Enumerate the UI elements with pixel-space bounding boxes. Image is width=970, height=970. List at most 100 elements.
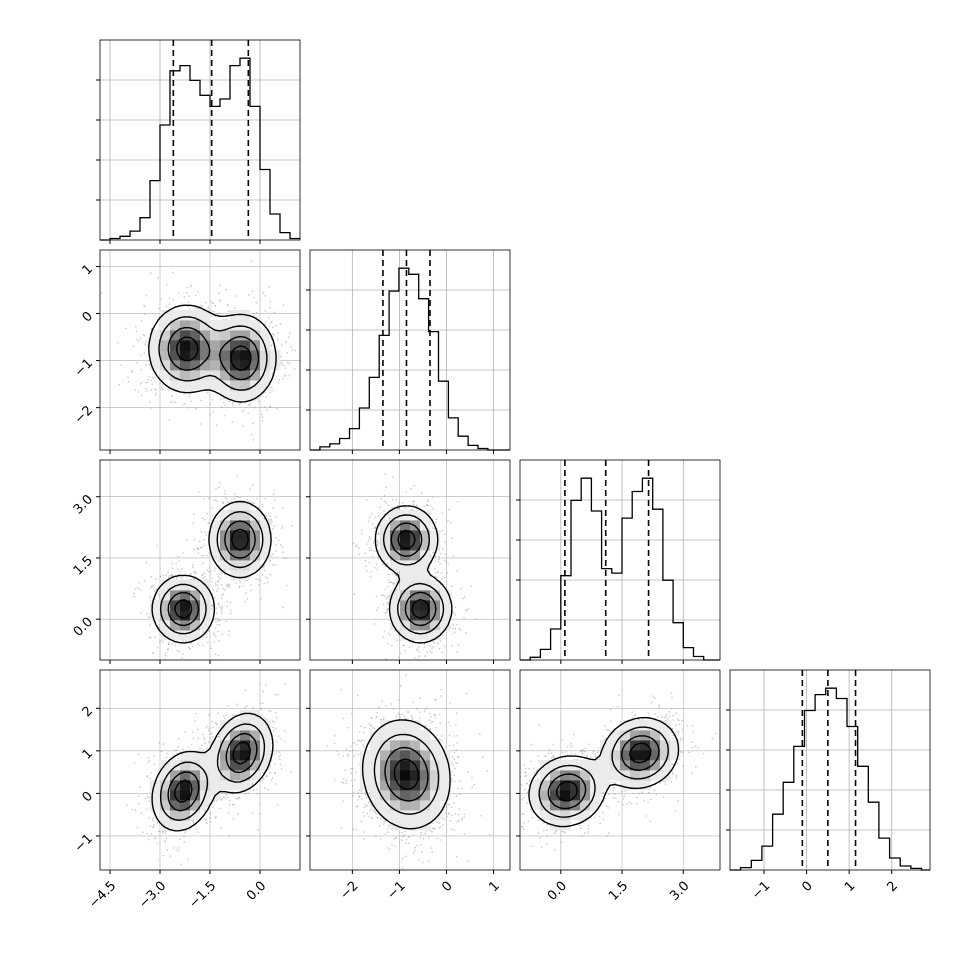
density-cell bbox=[250, 750, 261, 761]
scatter-point bbox=[213, 633, 215, 636]
contour-level-0 bbox=[151, 712, 274, 832]
scatter-point bbox=[219, 284, 221, 287]
scatter-point bbox=[144, 305, 146, 308]
scatter-point bbox=[256, 788, 258, 791]
scatter-point bbox=[208, 741, 210, 743]
scatter-point bbox=[253, 296, 256, 299]
scatter-point bbox=[263, 406, 266, 408]
scatter-point bbox=[269, 300, 272, 303]
density-cell bbox=[170, 610, 181, 621]
scatter-point bbox=[183, 404, 185, 406]
scatter-point bbox=[150, 379, 153, 382]
scatter-point bbox=[143, 313, 146, 316]
density-cell bbox=[200, 620, 211, 631]
scatter-point bbox=[290, 525, 293, 527]
scatter-point bbox=[220, 583, 223, 586]
scatter-point bbox=[271, 760, 273, 762]
scatter-point bbox=[137, 795, 140, 797]
scatter-point bbox=[141, 381, 143, 384]
scatter-point bbox=[232, 404, 234, 407]
density-cell bbox=[220, 390, 231, 401]
density-cell bbox=[240, 520, 251, 531]
scatter-point bbox=[211, 732, 213, 735]
scatter-point bbox=[238, 585, 241, 588]
scatter-point bbox=[286, 352, 289, 354]
scatter-point bbox=[267, 788, 269, 791]
scatter-point bbox=[137, 340, 140, 342]
scatter-point bbox=[228, 634, 230, 636]
scatter-point bbox=[139, 786, 141, 788]
scatter-point bbox=[242, 585, 244, 587]
scatter-point bbox=[252, 570, 255, 573]
scatter-point bbox=[176, 576, 178, 579]
scatter-point bbox=[395, 498, 398, 501]
density-cell bbox=[170, 340, 181, 351]
scatter-point bbox=[186, 538, 188, 541]
scatter-point bbox=[210, 570, 212, 572]
density-cell bbox=[180, 800, 191, 811]
scatter-point bbox=[207, 522, 209, 524]
scatter-point bbox=[166, 849, 169, 851]
scatter-point bbox=[278, 379, 281, 381]
contour-level-1 bbox=[159, 723, 266, 821]
density-cell bbox=[160, 310, 171, 321]
scatter-point bbox=[156, 647, 159, 649]
scatter-point bbox=[255, 498, 258, 500]
density-cell bbox=[220, 520, 231, 531]
scatter-point bbox=[239, 496, 241, 499]
scatter-point bbox=[150, 272, 152, 274]
scatter-point bbox=[206, 569, 209, 571]
density-cell bbox=[190, 340, 201, 351]
scatter-point bbox=[379, 506, 382, 509]
scatter-point bbox=[243, 409, 245, 411]
scatter-point bbox=[168, 575, 171, 577]
scatter-point bbox=[198, 644, 200, 647]
scatter-point bbox=[209, 733, 212, 736]
density-cell bbox=[230, 740, 241, 751]
scatter-point bbox=[166, 649, 169, 651]
scatter-point bbox=[192, 578, 195, 580]
scatter-point bbox=[277, 693, 279, 696]
scatter-point bbox=[199, 540, 201, 542]
scatter-point bbox=[266, 581, 269, 584]
density-cell bbox=[230, 320, 241, 331]
scatter-point bbox=[171, 567, 174, 569]
scatter-point bbox=[451, 585, 453, 587]
scatter-point bbox=[215, 584, 217, 586]
scatter-point bbox=[213, 596, 216, 599]
scatter-point bbox=[153, 590, 156, 592]
scatter-point bbox=[387, 607, 389, 610]
scatter-point bbox=[206, 822, 208, 824]
scatter-point bbox=[202, 562, 204, 564]
density-cell bbox=[220, 550, 231, 561]
scatter-point bbox=[217, 581, 219, 583]
density-cell bbox=[220, 330, 231, 341]
scatter-point bbox=[174, 401, 177, 404]
scatter-point bbox=[227, 705, 229, 707]
density-cell bbox=[170, 320, 181, 331]
density-cell bbox=[240, 570, 251, 581]
scatter-point bbox=[239, 581, 241, 584]
density-cell bbox=[230, 780, 241, 791]
density-cell bbox=[180, 810, 191, 821]
scatter-point bbox=[201, 744, 203, 746]
density-cell bbox=[190, 360, 201, 371]
density-cell bbox=[260, 520, 271, 531]
scatter-point bbox=[244, 600, 247, 603]
scatter-point bbox=[213, 800, 216, 802]
scatter-point bbox=[173, 749, 176, 752]
scatter-point bbox=[474, 618, 477, 620]
scatter-point bbox=[197, 290, 199, 293]
scatter-point bbox=[168, 303, 170, 305]
scatter-point bbox=[202, 630, 204, 633]
density-cell bbox=[210, 530, 221, 541]
density-cell bbox=[170, 810, 181, 821]
scatter-point bbox=[148, 817, 150, 819]
scatter-point bbox=[235, 797, 238, 800]
density-cell bbox=[220, 730, 231, 741]
scatter-point bbox=[434, 567, 436, 570]
scatter-point bbox=[150, 407, 153, 409]
scatter-point bbox=[206, 554, 209, 557]
scatter-point bbox=[132, 592, 135, 595]
scatter-point bbox=[272, 563, 274, 566]
